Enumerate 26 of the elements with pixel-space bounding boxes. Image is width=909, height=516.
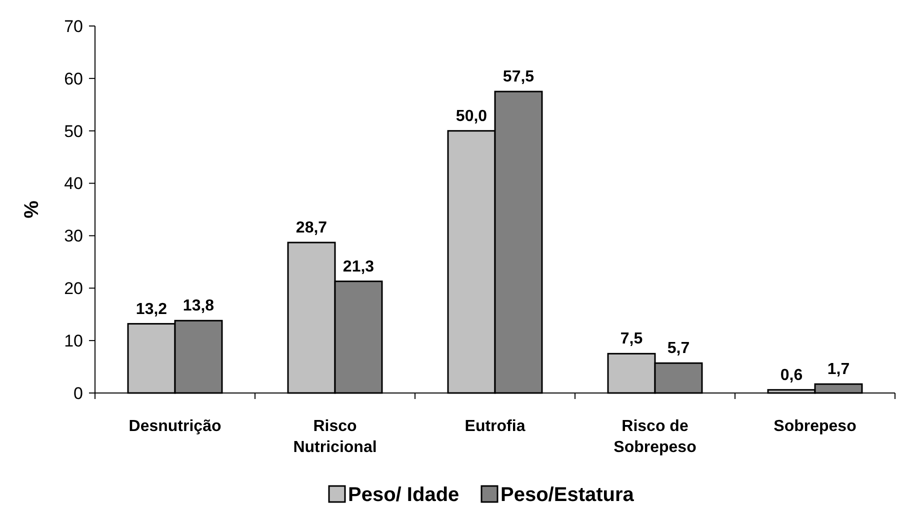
x-tick-label: Risco Nutricional: [293, 418, 377, 456]
data-label: 0,6: [780, 366, 803, 384]
data-label: 50,0: [456, 108, 488, 125]
y-tick-label: 10: [64, 332, 83, 351]
data-label: 57,5: [502, 68, 534, 86]
y-tick-label: 20: [64, 279, 83, 298]
data-label: 5,7: [667, 340, 690, 358]
data-label: 28,7: [296, 220, 328, 237]
legend-label: Peso/Estatura: [500, 484, 635, 506]
y-axis-title: %: [21, 200, 43, 218]
data-label: 13,8: [182, 298, 214, 315]
y-tick-label: 70: [64, 16, 83, 36]
y-tick-label: 40: [64, 174, 83, 194]
y-tick-label: 60: [64, 69, 83, 88]
data-label: 1,7: [827, 361, 850, 378]
y-tick-label: 0: [74, 384, 83, 403]
x-tick-label: Sobrepeso: [774, 418, 857, 435]
data-label: 21,3: [342, 258, 374, 276]
data-label: 7,5: [620, 330, 643, 348]
data-label: 13,2: [136, 300, 168, 318]
x-tick-label: Risco de Sobrepeso: [614, 418, 697, 456]
y-tick-label: 30: [64, 226, 83, 246]
legend-label: Peso/ Idade: [348, 484, 460, 506]
y-tick-label: 50: [64, 122, 83, 141]
x-tick-label: Desnutrição: [128, 418, 222, 435]
x-tick-label: Eutrofia: [464, 418, 526, 435]
